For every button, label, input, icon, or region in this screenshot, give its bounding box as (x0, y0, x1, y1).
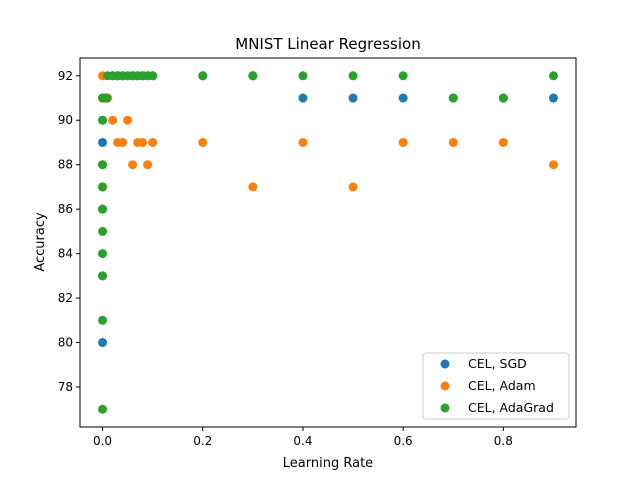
point-series-2-24 (298, 71, 308, 81)
plot-area-frame (79, 57, 577, 428)
y-tick-label: 84 (58, 247, 73, 261)
legend: CEL, SGD CEL, Adam CEL, AdaGrad (422, 352, 570, 420)
point-series-2-3 (98, 249, 108, 259)
data-points (98, 71, 558, 414)
point-series-2-4 (98, 226, 108, 236)
x-tick-label: 0.2 (193, 434, 212, 448)
point-series-2-7 (98, 160, 108, 170)
y-tick-label: 82 (58, 291, 73, 305)
point-series-2-8 (98, 115, 108, 125)
point-series-1-6 (108, 115, 118, 125)
point-series-2-26 (398, 71, 408, 81)
point-series-2-11 (102, 93, 112, 103)
point-series-2-1 (98, 315, 108, 325)
x-tick-label: 0.8 (494, 434, 513, 448)
point-series-1-14 (148, 137, 158, 147)
legend-label-2: CEL, AdaGrad (468, 400, 554, 415)
y-tick-label: 88 (58, 158, 73, 172)
point-series-2-22 (198, 71, 208, 81)
point-series-0-26 (548, 93, 558, 103)
legend-marker-0 (440, 359, 450, 369)
y-tick-label: 80 (58, 336, 73, 350)
x-tick-label: 0.6 (394, 434, 413, 448)
point-series-0-23 (398, 93, 408, 103)
point-series-1-9 (123, 115, 133, 125)
point-series-2-6 (98, 182, 108, 192)
legend-marker-1 (440, 381, 450, 391)
point-series-0-0 (98, 338, 108, 348)
point-series-1-12 (138, 137, 148, 147)
y-axis-ticks: 78 80 82 84 86 88 90 92 (58, 69, 80, 394)
y-tick-label: 92 (58, 69, 73, 83)
x-axis-ticks: 0.0 0.2 0.4 0.6 0.8 (93, 427, 513, 448)
point-series-1-16 (248, 182, 258, 192)
point-series-1-22 (548, 160, 558, 170)
point-series-1-20 (448, 137, 458, 147)
x-tick-label: 0.4 (293, 434, 312, 448)
point-series-1-17 (298, 137, 308, 147)
legend-label-0: CEL, SGD (468, 356, 527, 371)
y-tick-label: 90 (58, 113, 73, 127)
point-series-0-21 (298, 93, 308, 103)
x-axis-label: Learning Rate (283, 456, 373, 471)
point-series-1-21 (498, 137, 508, 147)
legend-label-1: CEL, Adam (468, 378, 536, 393)
point-series-1-8 (118, 137, 128, 147)
legend-marker-2 (440, 403, 450, 413)
point-series-2-25 (348, 71, 358, 81)
point-series-0-22 (348, 93, 358, 103)
y-axis-label: Accuracy (33, 212, 48, 272)
y-tick-label: 86 (58, 202, 73, 216)
legend-box (422, 352, 570, 420)
point-series-1-18 (348, 182, 358, 192)
point-series-2-2 (98, 271, 108, 281)
point-series-1-19 (398, 137, 408, 147)
x-tick-label: 0.0 (93, 434, 112, 448)
y-tick-label: 78 (58, 380, 73, 394)
point-series-0-5 (98, 137, 108, 147)
point-series-2-29 (548, 71, 558, 81)
point-series-1-15 (198, 137, 208, 147)
point-series-2-5 (98, 204, 108, 214)
point-series-2-21 (148, 71, 158, 81)
point-series-2-0 (98, 404, 108, 414)
point-series-1-13 (143, 160, 153, 170)
point-series-1-10 (128, 160, 138, 170)
chart-title: MNIST Linear Regression (235, 35, 420, 53)
point-series-2-27 (448, 93, 458, 103)
point-series-2-23 (248, 71, 258, 81)
point-series-2-28 (498, 93, 508, 103)
